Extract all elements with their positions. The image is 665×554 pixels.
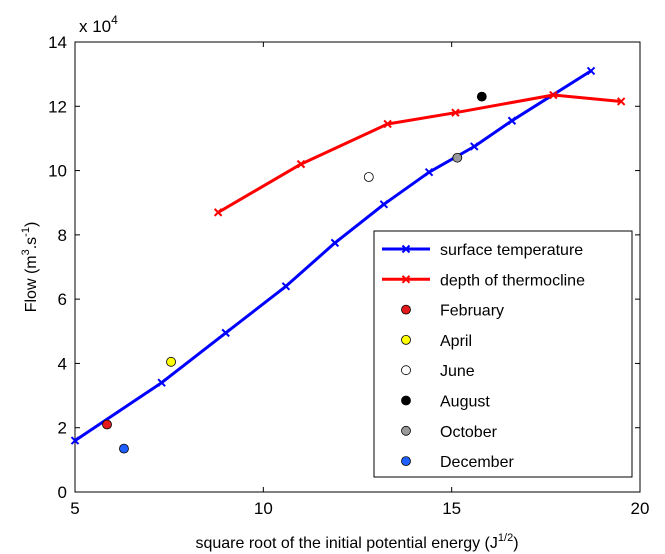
series-marker bbox=[296, 159, 306, 169]
y-tick-label: 2 bbox=[58, 419, 67, 438]
series-layer bbox=[70, 66, 626, 445]
y-axis-label: Flow (m3.s-1) bbox=[20, 222, 40, 313]
x-axis-label: square root of the initial potential ene… bbox=[195, 532, 518, 552]
legend-label: surface temperature bbox=[440, 242, 583, 259]
series-marker bbox=[616, 97, 626, 106]
y-tick-label: 0 bbox=[58, 483, 67, 502]
series-marker bbox=[507, 116, 517, 125]
y-tick-label: 14 bbox=[48, 33, 67, 52]
y-tick-label: 10 bbox=[48, 162, 67, 181]
series-marker bbox=[70, 436, 80, 445]
point-february bbox=[102, 419, 112, 430]
series-marker bbox=[470, 142, 479, 151]
y-tick-label: 6 bbox=[58, 290, 67, 309]
point-october bbox=[452, 152, 463, 163]
legend-marker bbox=[401, 425, 411, 436]
legend-marker bbox=[401, 365, 411, 376]
y-tick-label: 8 bbox=[58, 226, 67, 245]
legend-label: April bbox=[440, 333, 472, 350]
legend-label: August bbox=[440, 394, 490, 411]
series-marker bbox=[424, 167, 434, 177]
series-marker bbox=[157, 378, 166, 387]
y-tick-label: 4 bbox=[58, 354, 67, 373]
legend-label: February bbox=[440, 303, 504, 320]
legend-marker bbox=[401, 395, 411, 406]
legend-box bbox=[373, 230, 633, 478]
y-tick-label: 12 bbox=[48, 97, 67, 116]
series-0 bbox=[70, 66, 596, 445]
series-line bbox=[217, 93, 622, 214]
series-marker bbox=[213, 208, 223, 217]
x-tick-label: 5 bbox=[70, 499, 79, 518]
legend-marker bbox=[401, 334, 411, 345]
legend: surface temperature depth of thermocline F… bbox=[373, 230, 633, 478]
series-marker bbox=[221, 328, 230, 338]
series-marker bbox=[281, 282, 291, 291]
series-marker bbox=[379, 200, 389, 209]
point-april bbox=[166, 356, 176, 367]
series-marker bbox=[330, 238, 340, 248]
legend-marker bbox=[401, 304, 411, 315]
points-layer bbox=[102, 91, 487, 454]
series-1 bbox=[213, 90, 626, 217]
series-marker bbox=[401, 275, 411, 284]
point-june bbox=[363, 172, 374, 182]
y-multiplier: x 104 bbox=[79, 13, 118, 36]
point-august bbox=[476, 91, 487, 102]
x-tick-label: 10 bbox=[254, 499, 273, 518]
x-tick-label: 15 bbox=[442, 499, 461, 518]
x-tick-label: 20 bbox=[631, 499, 650, 518]
legend-label: October bbox=[440, 424, 498, 441]
series-marker bbox=[549, 90, 558, 100]
point-december bbox=[119, 443, 129, 454]
series-line bbox=[74, 69, 592, 442]
series-marker bbox=[383, 119, 392, 129]
legend-label: June bbox=[440, 363, 475, 380]
axis-ticks: 5 10 15 20 0 2 4 6 8 10 12 14 bbox=[48, 33, 649, 518]
series-marker bbox=[451, 108, 460, 117]
legend-label: depth of thermocline bbox=[440, 272, 585, 289]
legend-marker bbox=[401, 456, 411, 467]
legend-label: December bbox=[440, 454, 514, 471]
series-marker bbox=[586, 66, 596, 76]
series-marker bbox=[401, 244, 411, 254]
